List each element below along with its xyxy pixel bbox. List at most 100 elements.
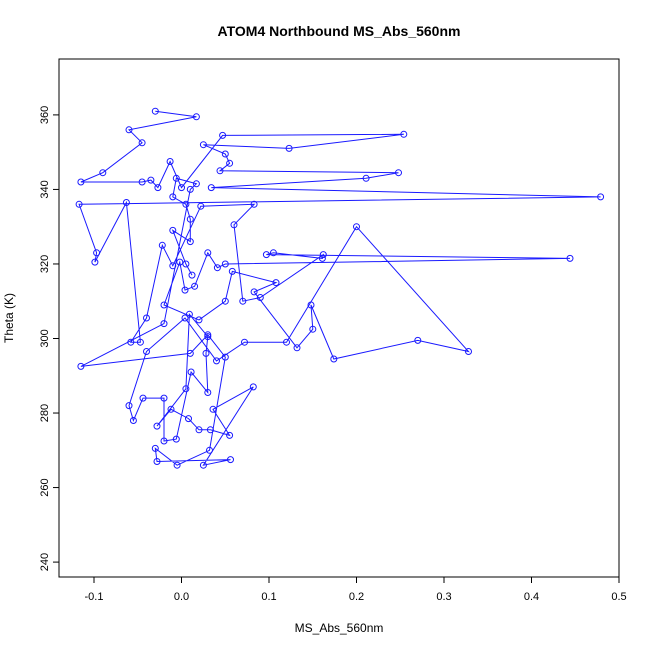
data-point bbox=[195, 316, 203, 324]
data-point bbox=[186, 215, 194, 223]
data-point bbox=[160, 301, 168, 309]
data-point bbox=[138, 139, 146, 147]
data-point bbox=[136, 338, 144, 346]
data-point bbox=[172, 435, 180, 443]
data-point bbox=[160, 320, 168, 328]
data-point bbox=[143, 314, 150, 322]
data-point bbox=[125, 402, 133, 410]
data-point bbox=[191, 282, 199, 290]
data-point bbox=[129, 417, 137, 424]
data-point bbox=[186, 238, 194, 246]
data-point bbox=[309, 325, 317, 333]
data-point bbox=[197, 202, 205, 210]
data-point bbox=[186, 349, 194, 357]
data-point bbox=[154, 184, 162, 192]
data-point bbox=[221, 297, 229, 305]
data-point bbox=[262, 251, 270, 259]
data-point bbox=[227, 456, 234, 464]
x-tick-label: -0.1 bbox=[85, 591, 104, 603]
data-point bbox=[181, 314, 189, 322]
data-point bbox=[143, 348, 150, 355]
y-tick-label: 300 bbox=[39, 329, 51, 347]
data-point bbox=[182, 385, 190, 393]
y-tick-label: 320 bbox=[39, 255, 51, 273]
data-point bbox=[566, 254, 574, 262]
y-axis-label: Theta (K) bbox=[2, 293, 16, 343]
x-tick-label: 0.2 bbox=[349, 591, 364, 603]
data-point bbox=[209, 405, 217, 413]
data-point bbox=[206, 426, 214, 434]
data-point bbox=[77, 178, 85, 186]
data-point bbox=[167, 405, 175, 413]
y-tick-label: 260 bbox=[39, 478, 51, 496]
data-point bbox=[272, 279, 280, 287]
data-point bbox=[199, 141, 207, 149]
y-tick-label: 360 bbox=[39, 106, 51, 124]
data-point bbox=[192, 113, 200, 121]
data-point bbox=[169, 193, 177, 201]
data-point bbox=[153, 422, 161, 430]
data-point bbox=[204, 249, 212, 257]
data-point bbox=[230, 221, 238, 229]
data-point bbox=[153, 458, 161, 465]
series-line bbox=[78, 110, 601, 466]
data-point bbox=[228, 267, 236, 275]
x-tick-label: 0.5 bbox=[611, 591, 626, 603]
y-tick-label: 340 bbox=[39, 180, 51, 198]
data-point bbox=[204, 331, 212, 339]
data-point bbox=[353, 223, 360, 231]
data-point bbox=[395, 169, 402, 177]
data-point bbox=[160, 394, 168, 402]
data-point bbox=[285, 144, 293, 152]
data-point bbox=[269, 249, 277, 257]
data-point bbox=[139, 394, 147, 402]
data-point bbox=[182, 200, 190, 208]
data-point bbox=[206, 446, 213, 454]
data-point bbox=[151, 107, 159, 115]
data-point bbox=[414, 336, 422, 344]
data-point bbox=[293, 344, 301, 352]
data-point bbox=[330, 355, 338, 363]
data-point bbox=[147, 176, 155, 184]
data-point bbox=[213, 357, 220, 365]
x-tick-label: 0.4 bbox=[524, 591, 539, 603]
chart-title: ATOM4 Northbound MS_Abs_560nm bbox=[218, 23, 461, 39]
data-point bbox=[151, 444, 159, 452]
y-axis: 240 260 280 300 320 340 360 bbox=[39, 106, 60, 571]
y-tick-label: 240 bbox=[39, 553, 51, 571]
data-point bbox=[125, 126, 133, 134]
data-point bbox=[99, 169, 107, 177]
data-point bbox=[202, 349, 210, 357]
data-point bbox=[169, 262, 177, 270]
x-tick-label: 0.0 bbox=[174, 591, 189, 603]
data-point bbox=[166, 158, 174, 165]
data-point bbox=[318, 254, 326, 262]
data-point bbox=[160, 437, 168, 445]
data-point bbox=[195, 426, 203, 434]
data-point bbox=[188, 271, 196, 279]
data-point bbox=[239, 297, 247, 305]
data-point bbox=[241, 338, 248, 346]
data-point bbox=[207, 184, 215, 192]
data-point bbox=[250, 200, 258, 208]
data-point bbox=[400, 130, 408, 138]
data-point bbox=[362, 174, 370, 182]
data-point bbox=[181, 286, 189, 294]
data-point bbox=[597, 193, 605, 201]
data-point bbox=[213, 264, 221, 272]
data-point bbox=[185, 310, 193, 318]
data-point bbox=[221, 260, 229, 268]
data-point bbox=[185, 415, 192, 423]
data-point bbox=[127, 338, 135, 346]
data-point bbox=[158, 241, 166, 249]
data-point bbox=[91, 258, 99, 266]
data-point bbox=[178, 184, 185, 192]
data-point bbox=[172, 174, 180, 182]
data-point bbox=[221, 150, 229, 158]
y-tick-label: 280 bbox=[39, 404, 51, 422]
data-point bbox=[465, 348, 472, 355]
data-point bbox=[216, 167, 224, 175]
data-point bbox=[283, 338, 290, 346]
